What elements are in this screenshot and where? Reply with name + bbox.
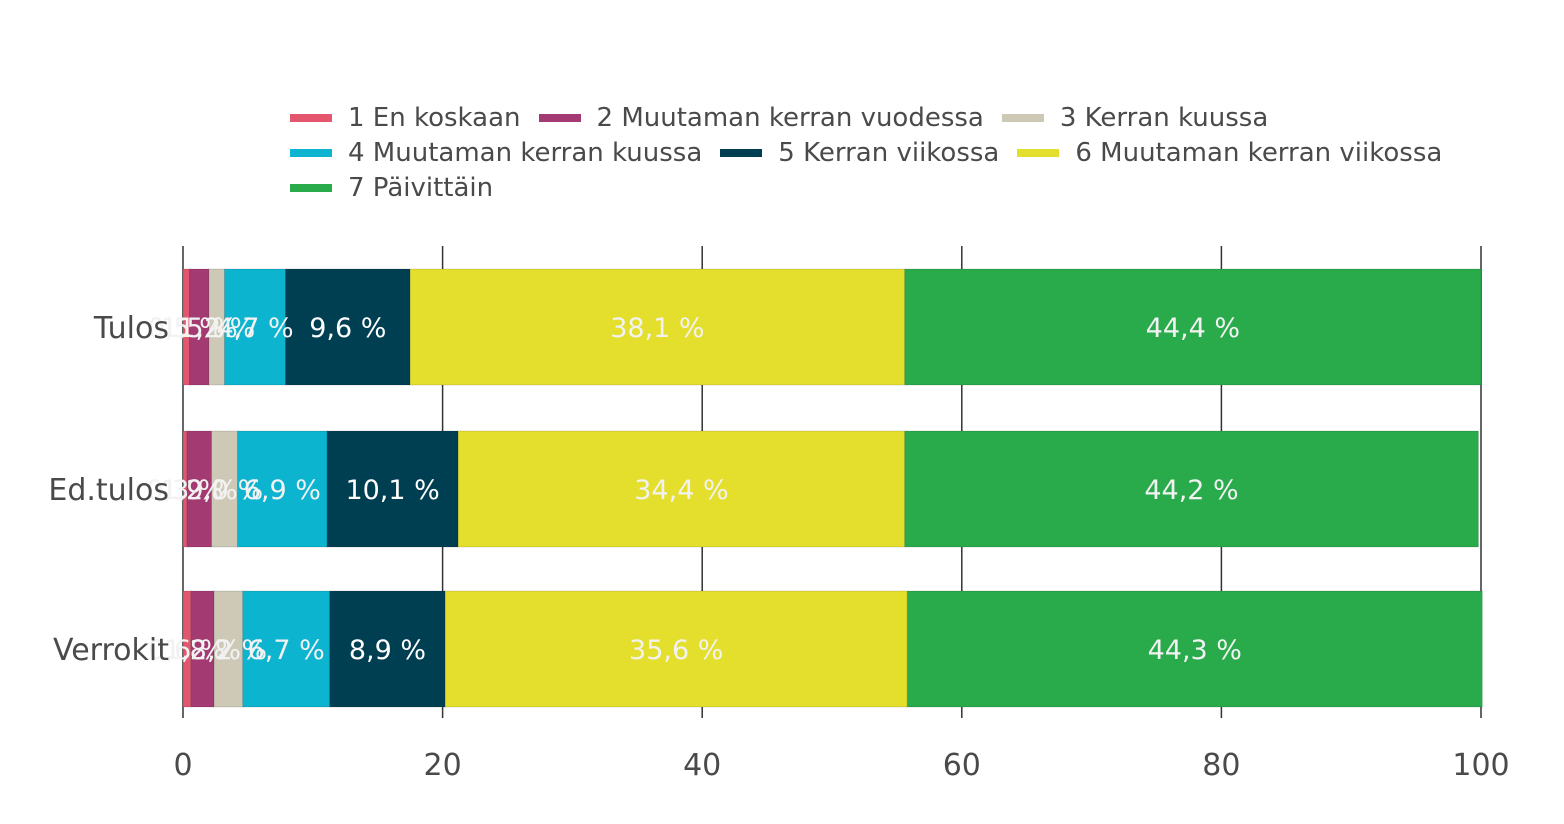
legend-label: 3 Kerran kuussa <box>1059 102 1269 133</box>
data-label: 6,7 % <box>248 635 325 666</box>
legend-label: 2 Muutaman kerran vuodessa <box>596 102 984 133</box>
bar-segment <box>329 590 446 708</box>
x-tick-label: 0 <box>173 748 192 783</box>
legend-item-4: 4 Muutaman kerran kuussa <box>290 138 702 168</box>
legend-swatch <box>290 148 332 157</box>
legend-label: 1 En koskaan <box>348 102 521 133</box>
legend-swatch <box>290 183 332 192</box>
data-label: 1,5 % <box>161 313 238 344</box>
bar-segment <box>326 430 459 548</box>
bar-segment <box>409 268 906 386</box>
legend-item-3: 3 Kerran kuussa <box>1001 102 1269 133</box>
data-label: 2,2 % <box>190 635 267 666</box>
data-label: 0,6 % <box>148 635 225 666</box>
data-label: 44,4 % <box>1146 313 1240 344</box>
bar-segment <box>444 590 908 708</box>
legend-item-7: 7 Päivittäin <box>290 173 493 203</box>
category-label: Verrokit <box>53 633 169 668</box>
bar-segment <box>186 430 213 548</box>
bar-segment <box>242 590 331 708</box>
x-tick-label: 60 <box>943 748 981 783</box>
data-label: 6,9 % <box>244 475 321 506</box>
bar-segment <box>904 430 1479 548</box>
data-label: 44,2 % <box>1144 475 1238 506</box>
data-label: 9,6 % <box>309 313 386 344</box>
legend-label: 7 Päivittäin <box>348 172 494 203</box>
data-label: 38,1 % <box>610 313 704 344</box>
data-label: 44,3 % <box>1148 635 1242 666</box>
x-tick-label: 40 <box>683 748 721 783</box>
legend: 1 En koskaan 2 Muutaman kerran vuodessa … <box>290 100 1530 205</box>
data-label: 0,3 % <box>146 475 223 506</box>
data-label: 2,0 % <box>186 475 263 506</box>
legend-item-5: 5 Kerran viikossa <box>720 138 999 168</box>
bar-segment <box>904 268 1482 386</box>
category-label: Ed.tulos <box>48 473 169 508</box>
legend-swatch <box>290 113 332 122</box>
data-label: 1,2 % <box>178 313 255 344</box>
legend-swatch <box>1017 148 1060 157</box>
bar-segment <box>224 268 287 386</box>
legend-item-6: 6 Muutaman kerran viikossa <box>1017 138 1442 168</box>
bar-segment <box>906 590 1483 708</box>
x-tick-label: 80 <box>1202 748 1240 783</box>
legend-item-1: 1 En koskaan <box>290 103 521 133</box>
legend-row: 7 Päivittäin <box>290 170 1530 205</box>
data-label: 10,1 % <box>345 475 439 506</box>
legend-swatch <box>538 113 581 122</box>
bar-segment <box>457 430 906 548</box>
legend-label: 4 Muutaman kerran kuussa <box>348 137 703 168</box>
legend-row: 4 Muutaman kerran kuussa 5 Kerran viikos… <box>290 135 1530 170</box>
legend-label: 5 Kerran viikossa <box>778 137 1000 168</box>
legend-row: 1 En koskaan 2 Muutaman kerran vuodessa … <box>290 100 1530 135</box>
x-tick-label: 100 <box>1452 748 1509 783</box>
data-label: 35,6 % <box>629 635 723 666</box>
data-label: 0,5 % <box>148 313 225 344</box>
bar-segment <box>237 430 328 548</box>
legend-swatch <box>1001 113 1044 122</box>
data-label: 34,4 % <box>634 475 728 506</box>
legend-label: 6 Muutaman kerran viikossa <box>1075 137 1443 168</box>
category-label: Tulos <box>93 311 169 346</box>
legend-item-2: 2 Muutaman kerran vuodessa <box>538 102 984 133</box>
x-tick-label: 20 <box>424 748 462 783</box>
data-label: 4,7 % <box>216 313 293 344</box>
data-label: 8,9 % <box>349 635 426 666</box>
data-label: 1,9 % <box>161 475 238 506</box>
bar-segment <box>211 430 239 548</box>
data-label: 1,8 % <box>164 635 241 666</box>
legend-swatch <box>720 148 763 157</box>
bar-segment <box>213 590 244 708</box>
